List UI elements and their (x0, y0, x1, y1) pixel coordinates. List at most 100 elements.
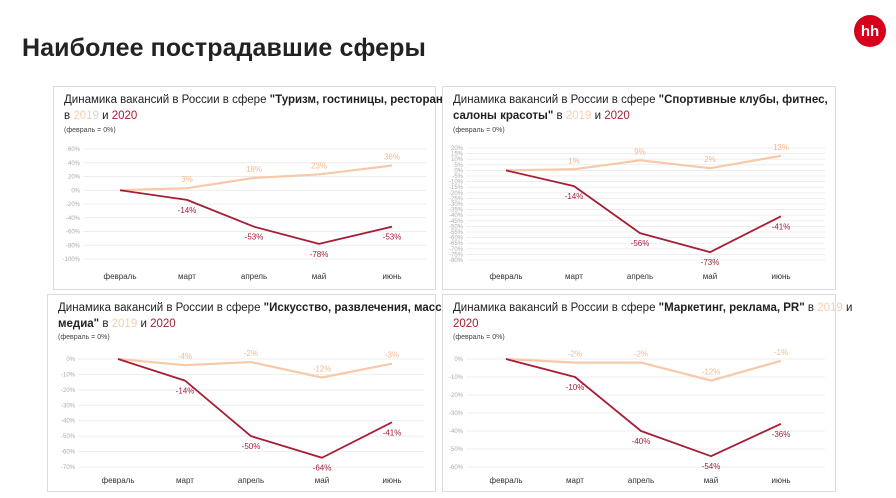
x-tick-label: май (315, 476, 329, 485)
series-2020-data-label: -56% (631, 239, 650, 248)
series-2019-data-label: -2% (568, 350, 582, 359)
line-chart: 0% -10% -20% -30% -40% -50% -60% февраль март апр… (449, 348, 825, 485)
x-tick-label: апрель (628, 476, 654, 485)
y-tick-label: 20% (451, 146, 464, 152)
series-2020-data-label: -41% (383, 428, 402, 437)
series-2019-data-label: -1% (774, 348, 788, 357)
series-2019-data-label: 18% (246, 165, 262, 174)
x-tick-label: апрель (238, 476, 264, 485)
series-2020-data-label: -40% (632, 437, 651, 446)
y-tick-label: -5% (452, 174, 463, 180)
x-tick-label: май (312, 272, 326, 281)
x-tick-label: июнь (382, 272, 401, 281)
y-tick-label: -60% (66, 230, 81, 236)
y-tick-label: -75% (449, 252, 464, 258)
series-2019-line (505, 357, 782, 382)
legend-2020: 2020 (111, 110, 138, 122)
x-tick-label: июнь (771, 476, 790, 485)
y-tick-label: -40% (449, 213, 464, 219)
legend-2019: 2019 (565, 110, 592, 122)
series-2020-data-label: -36% (772, 430, 791, 439)
chart-note: (февраль = 0%) (58, 334, 110, 341)
y-tick-label: -40% (449, 429, 464, 435)
chart-title-in: в (64, 110, 71, 122)
series-2020-data-label: -14% (178, 206, 197, 215)
y-tick-label: -60% (61, 450, 76, 456)
series-2020-data-label: -73% (701, 258, 720, 267)
y-tick-label: -60% (449, 236, 464, 242)
chart-title-in: в (102, 318, 109, 330)
y-tick-label: -50% (449, 224, 464, 230)
legend-2019: 2019 (73, 110, 99, 122)
series-2019-line (119, 164, 393, 192)
chart-title-prefix: Динамика вакансий в России в сфере (453, 302, 659, 314)
x-tick-label: март (178, 272, 196, 281)
chart-title-sector: "Спортивные клубы, фитнес, салоны красот… (453, 94, 828, 122)
x-tick-label: май (704, 476, 718, 485)
y-tick-label: 0% (66, 357, 75, 363)
series-2019-data-label: -4% (178, 352, 192, 361)
hh-logo: hh (854, 15, 886, 47)
chart-title-and: и (140, 318, 147, 330)
chart-title: Динамика вакансий в России в сфере "Иску… (58, 300, 458, 332)
y-tick-label: -30% (449, 202, 464, 208)
y-tick-label: -20% (66, 202, 81, 208)
chart-title-sector: "Туризм, гостиницы, рестораны" (269, 94, 459, 106)
series-2020-data-label: -54% (702, 462, 721, 471)
y-tick-label: 0% (454, 357, 463, 363)
chart-title-in: в (807, 302, 814, 314)
series-2020-line (505, 169, 782, 254)
y-tick-label: 5% (454, 163, 463, 169)
y-tick-label: -65% (449, 241, 464, 247)
y-tick-label: -40% (66, 216, 81, 222)
y-tick-label: 0% (454, 168, 463, 174)
line-chart: 20%15%10%5%0%-5%-10%-15%-20%-25%-30%-35%… (449, 143, 825, 281)
series-2019-data-label: -2% (244, 349, 258, 358)
x-tick-label: февраль (489, 476, 522, 485)
series-2019-data-label: -12% (702, 368, 721, 377)
series-2020-data-label: -53% (383, 233, 402, 242)
series-2019-data-label: 3% (181, 175, 193, 184)
page-title: Наиболее пострадавшие сферы (22, 34, 426, 62)
x-tick-label: февраль (103, 272, 136, 281)
series-2020-line (119, 189, 393, 245)
chart-note: (февраль = 0%) (64, 127, 116, 134)
x-tick-label: июнь (771, 272, 790, 281)
series-2019-data-label: -3% (385, 351, 399, 360)
y-tick-label: -70% (61, 465, 76, 471)
chart-title-sector: "Искусство, развлечения, масс-медиа" (58, 302, 446, 330)
chart-title: Динамика вакансий в России в сфере "Тури… (64, 92, 464, 124)
chart-title-in: в (556, 110, 563, 122)
y-tick-label: 15% (451, 152, 464, 158)
y-tick-label: -80% (449, 258, 464, 264)
chart-title-and: и (102, 110, 109, 122)
series-2020-data-label: -78% (310, 250, 329, 259)
y-tick-label: -10% (449, 180, 464, 186)
series-2019-data-label: 13% (773, 143, 789, 152)
y-tick-label: -80% (66, 243, 81, 249)
series-2020-line (505, 358, 782, 458)
y-tick-label: -30% (61, 403, 76, 409)
x-tick-label: февраль (101, 476, 134, 485)
chart-title: Динамика вакансий в России в сфере "Спор… (453, 92, 853, 124)
x-tick-label: март (566, 476, 584, 485)
y-tick-label: -100% (63, 257, 81, 263)
y-tick-label: -60% (449, 465, 464, 471)
y-tick-label: -70% (449, 247, 464, 253)
y-tick-label: 0% (71, 188, 80, 194)
x-tick-label: май (703, 272, 717, 281)
legend-2019: 2019 (111, 318, 138, 330)
y-tick-label: -20% (449, 393, 464, 399)
series-2019-line (117, 357, 393, 379)
chart-panel-sports: Динамика вакансий в России в сфере "Спор… (442, 86, 836, 290)
chart-title: Динамика вакансий в России в сфере "Марк… (453, 300, 853, 332)
series-2019-data-label: -2% (634, 350, 648, 359)
legend-2020: 2020 (150, 318, 176, 330)
x-tick-label: март (565, 272, 583, 281)
y-tick-label: -40% (61, 419, 76, 425)
chart-title-prefix: Динамика вакансий в России в сфере (453, 94, 659, 106)
y-tick-label: -50% (61, 434, 76, 440)
y-tick-label: -20% (61, 388, 76, 394)
series-2019-data-label: -12% (313, 365, 332, 374)
chart-title-and: и (594, 110, 602, 122)
